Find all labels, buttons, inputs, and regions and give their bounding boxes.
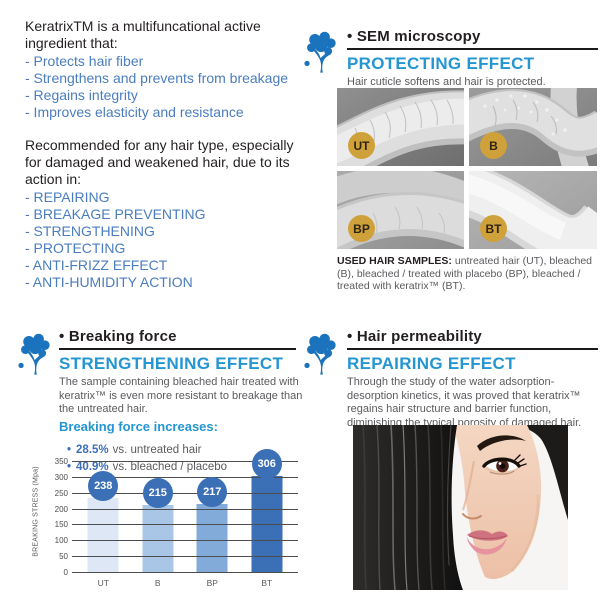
tree-logo-icon [304,333,336,375]
increase-label: vs. untreated hair [112,443,202,456]
gridline-y150 [72,524,298,526]
bar-value-badge-BT: 306 [251,448,282,479]
gridline-y0 [72,572,298,573]
gridline-y50 [72,556,298,558]
intro-paragraph-1: KeratrixTM is a multifuncational active … [25,18,261,51]
sample-label-b: B [480,132,507,159]
model-photo [353,425,568,590]
sem-image-untreated: UT [337,88,464,166]
sem-caption: USED HAIR SAMPLES: untreated hair (UT), … [337,255,595,293]
x-label-BP: BP [206,578,218,588]
section-header: • Breaking force [59,328,177,345]
effect-title: STRENGTHENING EFFECT [59,354,284,373]
bullet-increase-1: • 28.5% vs. untreated hair [67,442,298,459]
bar-B [142,504,174,573]
hair-permeability-section: • Hair permeability REPAIRING EFFECT Thr… [300,322,600,600]
y-tick-0: 0 [63,568,68,577]
bullet-glyph: • [67,443,72,456]
effect-title: PROTECTING EFFECT [347,54,535,73]
intro-action-list: - REPAIRING - BREAKAGE PREVENTING - STRE… [25,189,303,291]
bar-slot-UT: 238 [76,462,131,573]
bar-UT [87,497,119,573]
sem-microscopy-section: • SEM microscopy PROTECTING EFFECT Hair … [300,14,598,314]
sem-image-bleached-keratrix: BT [469,171,597,249]
bullet-glyph: • [347,28,353,45]
bullet-glyph: • [347,328,353,345]
bar-value-badge-B: 215 [142,477,173,508]
header-rule [59,348,296,350]
action-item: - PROTECTING [25,240,126,256]
sem-hair-ut-image [337,88,464,166]
woman-hair-photo [353,425,568,590]
tree-logo-icon [18,333,50,375]
y-tick-250: 250 [54,488,68,498]
intro-text-block: KeratrixTM is a multifuncational active … [25,18,303,291]
header-rule [347,348,598,350]
caption-text: untreated hair (UT), bleached (B), bleac… [337,255,593,292]
x-label-BT: BT [261,578,273,588]
sem-image-bleached: B [469,88,597,166]
sem-image-grid: UT B [337,88,597,249]
gridline-y200 [72,508,298,510]
gridline-y250 [72,492,298,494]
intro-paragraph-2: Recommended for any hair type, especiall… [25,137,294,187]
sample-label-ut: UT [348,132,375,159]
y-tick-100: 100 [54,536,68,546]
effect-body: The sample containing bleached hair trea… [59,376,303,415]
sample-label-bp: BP [348,215,375,242]
bullet-increase-2: • 40.9% vs. bleached / placebo [67,459,298,476]
breaking-force-subheading: Breaking force increases: [59,418,218,434]
bar-value-badge-UT: 238 [88,470,119,501]
effect-body: Through the study of the water adsorptio… [347,376,582,429]
chart-x-labels: UT B BP BT [72,578,298,588]
intro-benefit-list: - Protects hair fiber - Strengthens and … [25,53,303,121]
bar-slot-BP: 217 [185,462,240,573]
y-tick-200: 200 [54,504,68,514]
bar-value-badge-BP: 217 [197,477,228,508]
section-header: • SEM microscopy [347,28,481,45]
header-rule [347,48,598,50]
bar-BP [196,504,228,573]
bullet-glyph: • [67,460,72,473]
breaking-force-section: • Breaking force STRENGTHENING EFFECT Th… [12,322,302,600]
y-tick-300: 300 [54,472,68,482]
action-item: - REPAIRING [25,189,110,205]
bar-slot-B: 215 [131,462,186,573]
tree-logo-icon [304,31,336,73]
effect-subtitle: Hair cuticle softens and hair is protect… [347,76,546,88]
increase-label: vs. bleached / placebo [112,460,228,473]
action-item: - BREAKAGE PREVENTING [25,206,206,222]
benefit-item: - Regains integrity [25,87,138,103]
action-item: - ANTI-FRIZZ EFFECT [25,257,168,273]
breaking-force-bullets: • 28.5% vs. untreated hair • 40.9% vs. bleac… [67,442,298,476]
bullet-glyph: • [59,328,65,345]
increase-value: 40.9% [76,460,109,473]
x-label-UT: UT [97,578,109,588]
gridline-y100 [72,540,298,542]
gridline-y350 [72,461,298,462]
effect-title: REPAIRING EFFECT [347,354,516,373]
benefit-item: - Strengthens and prevents from breakage [25,70,289,86]
benefit-item: - Protects hair fiber [25,53,144,69]
gridline-y300 [72,476,298,478]
section-header: • Hair permeability [347,328,482,345]
action-item: - ANTI-HUMIDITY ACTION [25,274,193,290]
sem-image-bleached-placebo: BP [337,171,464,249]
action-item: - STRENGTHENING [25,223,155,239]
x-label-B: B [154,578,161,588]
chart-y-ticks: 0 50 100 150 200 250 300 350 [36,457,68,577]
y-tick-350: 350 [54,457,68,466]
sample-label-bt: BT [480,215,507,242]
caption-lead: USED HAIR SAMPLES: [337,255,452,267]
breaking-stress-bar-chart: 238 215 217 306 [72,448,298,573]
y-tick-150: 150 [54,520,68,530]
benefit-item: - Improves elasticity and resistance [25,104,244,120]
increase-value: 28.5% [76,443,109,456]
y-tick-50: 50 [59,552,68,562]
